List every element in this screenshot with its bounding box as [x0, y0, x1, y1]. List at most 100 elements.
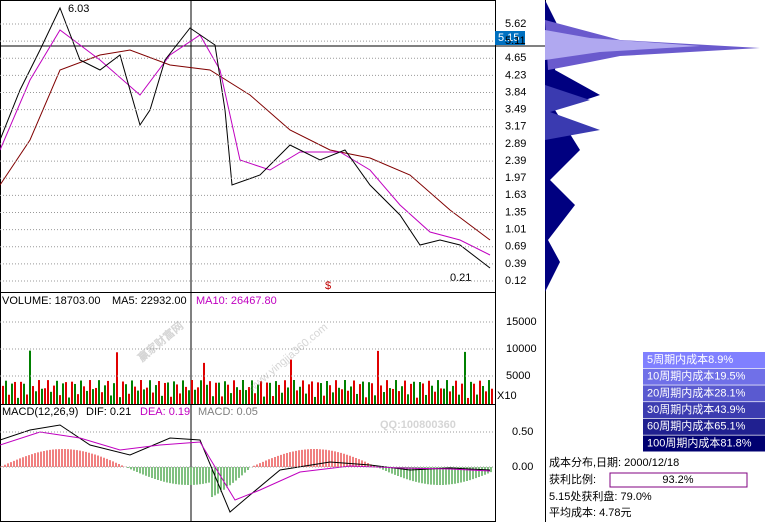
volume-bar	[29, 350, 31, 404]
cost-row-bg	[643, 385, 765, 402]
volume-bar	[11, 383, 13, 404]
volume-bar	[329, 385, 331, 404]
volume-bar	[206, 384, 208, 404]
price-tick-label: 1.35	[505, 206, 526, 218]
volume-bar	[71, 381, 73, 404]
volume-bar	[383, 392, 385, 404]
volume-bar	[95, 387, 97, 404]
volume-bar	[50, 391, 52, 404]
volume-bar	[371, 383, 373, 404]
volume-tick-label: 15000	[506, 316, 537, 328]
price-tick-label: 5.62	[505, 18, 526, 30]
volume-bar	[44, 388, 46, 404]
volume-bar	[215, 382, 217, 404]
volume-bar	[284, 380, 286, 404]
macd-label: MACD(12,26,9)	[2, 406, 78, 418]
cost-row-bg	[643, 435, 765, 452]
volume-bar	[200, 380, 202, 404]
volume-bar	[236, 387, 238, 404]
volume-bar	[263, 396, 265, 404]
low-label: 0.21	[450, 272, 471, 284]
volume-bar	[281, 392, 283, 404]
volume-bar	[113, 383, 115, 404]
volume-bar	[170, 396, 172, 404]
profit-at-price: 5.15处获利盘: 79.0%	[549, 489, 652, 503]
cost-row-bg	[643, 418, 765, 435]
volume-bar	[146, 387, 148, 404]
volume-bar	[362, 381, 364, 404]
volume-bar	[464, 351, 466, 404]
volume-bar	[74, 383, 76, 404]
cost-row-bg	[643, 368, 765, 385]
volume-bar	[320, 383, 322, 404]
volume-bar	[17, 397, 19, 404]
volume-bar	[212, 396, 214, 404]
volume-bar	[488, 380, 490, 404]
volume-bar	[149, 380, 151, 404]
average-cost: 平均成本: 4.78元	[549, 505, 632, 519]
volume-bar	[251, 380, 253, 404]
volume-bar	[2, 385, 4, 404]
volume-bar	[470, 381, 472, 404]
volume-bar	[131, 380, 133, 404]
volume-bar	[242, 380, 244, 404]
volume-bar	[359, 384, 361, 404]
profit-value: 93.2%	[662, 474, 693, 486]
volume-tick-label: 5000	[506, 370, 530, 382]
volume-bar	[485, 391, 487, 404]
volume-bar	[41, 388, 43, 404]
volume-bar	[473, 383, 475, 404]
volume-bar	[353, 380, 355, 404]
volume-bar	[8, 394, 10, 404]
volume-bar	[218, 382, 220, 404]
cost-rows: 5周期内成本8.9% 10周期内成本19.5% 20周期内成本28.1% 30周期内成…	[643, 352, 765, 452]
volume-bar	[449, 391, 451, 404]
volume-bar	[455, 380, 457, 404]
price-tick-label: 0.39	[505, 258, 526, 270]
volume-bar	[446, 380, 448, 404]
price-tick-label: 1.63	[505, 189, 526, 201]
volume-bar	[68, 397, 70, 404]
volume-bar	[368, 382, 370, 404]
volume-bar	[80, 380, 82, 404]
volume-bar	[191, 380, 193, 404]
volume-unit: X10	[497, 390, 517, 402]
price-tick-label: 0.12	[505, 275, 526, 287]
volume-bar	[350, 386, 352, 404]
ma5-label: MA5: 22932.00	[112, 295, 187, 307]
volume-bar	[326, 380, 328, 404]
volume-bar	[422, 383, 424, 404]
macd-tick-label: 0.00	[512, 461, 533, 473]
volume-bar	[260, 381, 262, 404]
volume-bar	[203, 362, 205, 404]
volume-bar	[59, 395, 61, 404]
price-tick-label: 2.89	[505, 138, 526, 150]
volume-bar	[278, 384, 280, 404]
volume-bar	[152, 392, 154, 404]
volume-bar	[401, 386, 403, 404]
volume-bar	[413, 381, 415, 404]
volume-bar	[140, 380, 142, 404]
volume-bar	[239, 389, 241, 404]
volume-bar	[248, 387, 250, 404]
volume-bar	[194, 389, 196, 404]
price-tick-label: 3.49	[505, 104, 526, 116]
volume-bar	[221, 396, 223, 404]
volume-bar	[323, 395, 325, 404]
volume-bar	[5, 380, 7, 404]
chip-distribution	[545, 0, 760, 292]
ma-long	[0, 49, 491, 241]
volume-bar	[161, 395, 163, 404]
price-tick-label: 2.39	[505, 155, 526, 167]
volume-bar	[404, 380, 406, 404]
high-label: 6.03	[68, 3, 89, 15]
volume-bar	[227, 384, 229, 404]
volume-bar	[347, 390, 349, 404]
volume-bar	[437, 380, 439, 404]
volume-bar	[308, 384, 310, 404]
volume-bar	[398, 391, 400, 404]
volume-bar	[467, 397, 469, 404]
volume-bar	[311, 381, 313, 404]
volume-bar	[128, 393, 130, 404]
